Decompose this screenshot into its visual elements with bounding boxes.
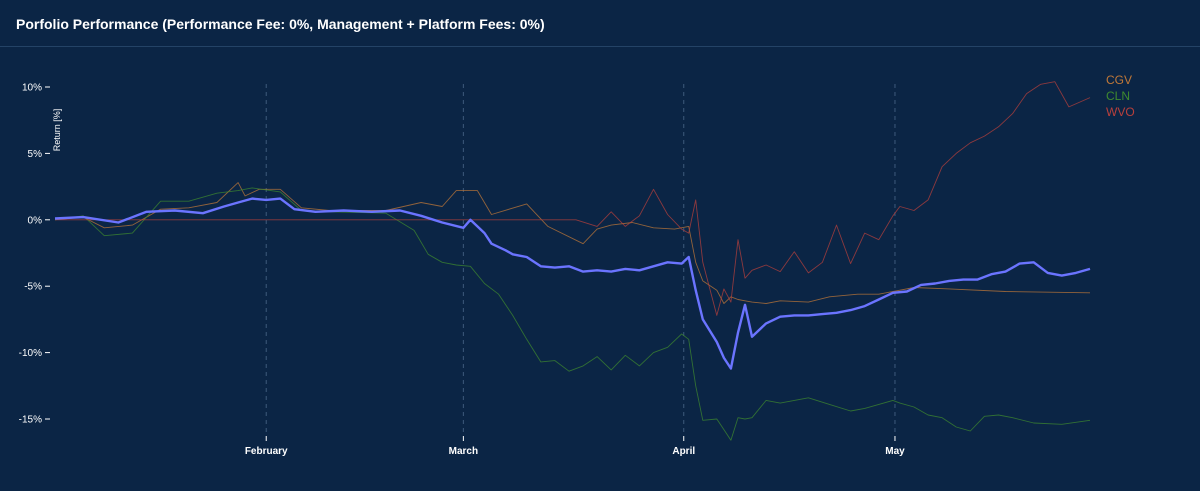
series-line-cgv bbox=[54, 182, 1091, 304]
series-line-wvo bbox=[55, 81, 1091, 316]
series-line-portfolio bbox=[54, 197, 1091, 370]
y-tick-label: 5% bbox=[28, 149, 43, 160]
y-tick-label: -15% bbox=[19, 415, 42, 426]
legend-item-wvo[interactable]: WVO bbox=[1106, 105, 1135, 119]
y-tick-label: 0% bbox=[28, 215, 43, 226]
x-tick-label: March bbox=[449, 446, 478, 457]
y-tick-label: 10% bbox=[22, 83, 42, 94]
x-tick-label: February bbox=[245, 446, 288, 457]
x-tick-label: May bbox=[885, 446, 905, 457]
legend-item-cgv[interactable]: CGV bbox=[1106, 73, 1132, 87]
x-tick-label: April bbox=[672, 446, 695, 457]
legend-item-cln[interactable]: CLN bbox=[1106, 89, 1130, 103]
y-axis-label: Return [%] bbox=[52, 109, 62, 152]
y-tick-label: -10% bbox=[19, 348, 42, 359]
series-line-cln bbox=[54, 187, 1091, 441]
y-tick-label: -5% bbox=[24, 282, 42, 293]
panel-header: Porfolio Performance (Performance Fee: 0… bbox=[0, 0, 1200, 47]
chart-title: Porfolio Performance (Performance Fee: 0… bbox=[16, 16, 545, 32]
